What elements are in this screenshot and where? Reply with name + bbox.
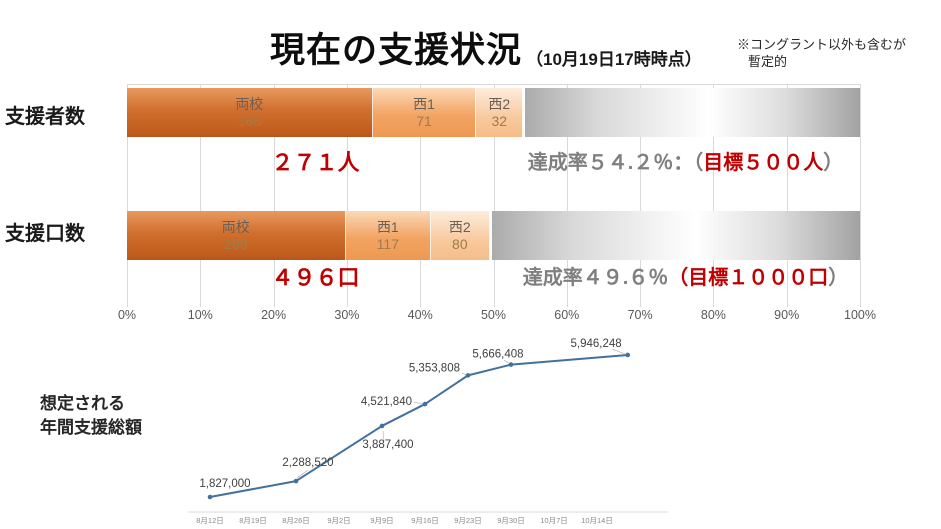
segment-name: 西1 <box>413 95 435 112</box>
bar-segment-2: 西1 117 <box>345 211 432 260</box>
segment-value: 32 <box>491 112 508 129</box>
data-point <box>465 373 471 378</box>
x-axis-tick: 70% <box>627 308 653 322</box>
page-subtitle: （10月19日17時時点） <box>526 50 702 69</box>
data-point <box>422 401 428 407</box>
line-chart-title: 想定される 年間支援総額 <box>40 392 142 440</box>
line-x-tick-label: 8月19日 <box>239 516 267 525</box>
x-axis-tick: 20% <box>261 308 287 322</box>
data-point-label: 2,288,520 <box>282 457 333 469</box>
data-point-label: 5,666,408 <box>472 349 523 361</box>
achievement-rate-units: 達成率４９.６％（目標１０００口） <box>430 261 941 290</box>
segment-value: 80 <box>452 235 468 252</box>
bar-segment-3: 西2 80 <box>431 211 490 260</box>
x-axis-tick: 40% <box>407 308 433 322</box>
label-leader-line <box>296 469 309 479</box>
label-leader-line <box>503 359 511 365</box>
label-leader-line <box>461 372 467 376</box>
rate-suffix: ） <box>823 152 844 174</box>
total-units: ４９６口 <box>271 265 360 290</box>
segment-name: 西2 <box>488 95 511 112</box>
segment-value: 168 <box>237 112 261 129</box>
label-leader-line <box>413 401 424 405</box>
line-x-tick-label: 8月26日 <box>282 516 310 525</box>
data-point <box>293 478 299 484</box>
x-axis-tick: 90% <box>774 308 800 322</box>
data-point-label: 5,353,808 <box>409 362 460 374</box>
line-x-tick-label: 10月7日 <box>540 516 568 525</box>
x-axis-tick: 80% <box>700 308 726 322</box>
x-axis-tick: 60% <box>554 308 580 322</box>
line-x-tick-label: 9月9日 <box>370 516 393 525</box>
segment-value: 299 <box>224 235 248 252</box>
header: 現在の支援状況 （10月19日17時時点） <box>270 22 702 73</box>
line-chart-title-line2: 年間支援総額 <box>40 418 142 437</box>
rate-suffix: ） <box>828 267 849 289</box>
gridline <box>273 84 275 307</box>
gridline <box>566 84 568 307</box>
data-point <box>508 362 514 367</box>
segment-name: 西1 <box>376 218 399 235</box>
segment-value: 71 <box>416 112 432 129</box>
page-title: 現在の支援状況 <box>270 31 523 70</box>
gridline <box>127 84 128 307</box>
x-axis-tick: 100% <box>844 308 876 322</box>
data-point <box>207 494 213 500</box>
label-leader-line <box>611 348 626 355</box>
gridline <box>420 84 422 307</box>
x-axis-tick: 10% <box>187 308 213 322</box>
line-x-tick-label: 9月2日 <box>327 516 350 525</box>
line-x-tick-label: 9月23日 <box>454 516 482 525</box>
line-chart-title-line1: 想定される <box>40 394 125 413</box>
line-x-tick-label: 9月16日 <box>411 516 439 525</box>
x-axis-tick: 50% <box>480 308 507 322</box>
header-note-line2: 暫定的 <box>748 54 788 69</box>
gridline <box>786 84 788 307</box>
rate-text: 達成率５４.２％：（ <box>527 152 704 174</box>
line-x-tick-label: 10月14日 <box>581 516 613 525</box>
gridline <box>346 84 348 307</box>
segment-name: 西2 <box>448 218 471 235</box>
header-note-line1: ※コングラント以外も含むが <box>737 37 907 52</box>
x-axis-tick: 0% <box>117 308 137 322</box>
bar-segment-2: 西1 71 <box>372 88 477 137</box>
bar-row-label-supporters: 支援者数 <box>5 106 85 128</box>
target-text: 目標５００人 <box>703 152 824 174</box>
trend-line <box>209 353 628 498</box>
gridline <box>860 84 861 307</box>
bar-segment-1: 両校 299 <box>127 211 346 260</box>
data-point-label: 4,521,840 <box>361 396 412 408</box>
data-point-label: 3,887,400 <box>362 439 413 451</box>
data-point <box>379 423 385 429</box>
stacked-bar-units: 両校 299 西1 117 西2 80 <box>127 211 860 260</box>
bar-row-label-units: 支援口数 <box>5 223 85 245</box>
segment-value: 117 <box>376 235 399 252</box>
gridline <box>713 84 715 307</box>
bar-remainder <box>491 211 860 260</box>
stacked-bar-supporters: 両校 168 西1 71 西2 32 <box>127 88 860 137</box>
bar-segment-3: 西2 32 <box>476 88 524 137</box>
header-note: ※コングラント以外も含むが 暫定的 <box>737 36 906 70</box>
bar-segment-1: 両校 168 <box>127 88 373 137</box>
data-point-label: 5,946,248 <box>571 338 622 350</box>
rate-text: 達成率４９.６％ <box>522 267 669 289</box>
x-axis-tick: 30% <box>334 308 360 322</box>
segment-name: 両校 <box>235 95 264 112</box>
data-point <box>625 352 631 358</box>
bar-remainder <box>525 88 860 137</box>
segment-name: 両校 <box>221 218 250 235</box>
line-x-tick-label: 8月12日 <box>196 516 224 525</box>
achievement-rate-supporters: 達成率５４.２％：（目標５００人） <box>430 146 941 175</box>
data-point-label: 1,827,000 <box>199 478 250 490</box>
target-text: （目標１０００口 <box>668 267 829 289</box>
gridline <box>493 84 495 307</box>
label-leader-line <box>382 430 385 443</box>
gridline <box>640 84 642 307</box>
line-x-tick-label: 9月30日 <box>497 516 525 525</box>
gridline <box>200 84 202 307</box>
total-supporters: ２７１人 <box>271 150 360 175</box>
